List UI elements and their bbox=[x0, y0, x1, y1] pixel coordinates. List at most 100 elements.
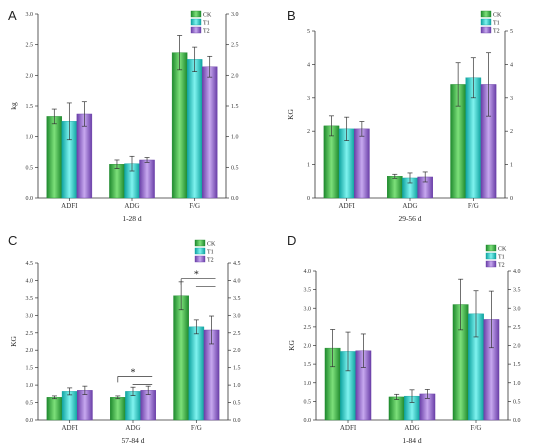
tick-label-right: 2.5 bbox=[513, 325, 521, 331]
legend-swatch-T2 bbox=[190, 26, 202, 34]
tick-label-right: 1 bbox=[510, 163, 513, 169]
legend-swatch-T1 bbox=[190, 18, 202, 26]
tick-label-left: 1.0 bbox=[26, 135, 34, 141]
panel-A: A 0.0 0.5 1.0 1.5 2.0 2.5 3.0 0.0 0.5 1.0 1.5 2.0 2.5… bbox=[8, 8, 239, 223]
tick-label-left: 2.5 bbox=[26, 43, 34, 49]
legend-label: T1 bbox=[203, 21, 210, 27]
tick-label-left: 1.5 bbox=[26, 104, 34, 110]
panel-B: B 0 1 2 3 4 5 0 1 2 3 4 5 KG ADFI ADG F/G 29-56 d CK T1 T2 bbox=[286, 8, 513, 223]
legend-swatch-T2 bbox=[194, 255, 206, 263]
legend-swatch-T2 bbox=[485, 260, 497, 268]
significance-star: * bbox=[194, 270, 199, 281]
panel-letter: A bbox=[8, 8, 17, 23]
tick-label-left: 0.5 bbox=[304, 399, 312, 405]
legend-label: CK bbox=[498, 247, 507, 253]
y-axis-label: KG bbox=[286, 109, 295, 120]
tick-label-left: 2.5 bbox=[26, 331, 34, 337]
tick-label-right: 3.5 bbox=[233, 296, 241, 302]
legend-swatch-CK bbox=[190, 10, 202, 18]
legend-swatch-CK bbox=[485, 244, 497, 252]
x-axis-label: 1-84 d bbox=[402, 436, 422, 445]
legend-label: T2 bbox=[207, 258, 214, 264]
legend: CK T1 T2 bbox=[480, 10, 502, 35]
tick-label-right: 2 bbox=[510, 129, 513, 135]
tick-label-left: 3.5 bbox=[26, 296, 34, 302]
tick-label-left: 4.0 bbox=[26, 278, 34, 284]
tick-label-right: 1.5 bbox=[231, 104, 239, 110]
x-axis-label: 29-56 d bbox=[398, 214, 421, 223]
tick-label-right: 2.0 bbox=[513, 344, 521, 350]
bar-T1 bbox=[188, 326, 205, 421]
legend-label: CK bbox=[207, 242, 216, 248]
category-label: F/G bbox=[189, 202, 200, 210]
tick-label-right: 0.0 bbox=[231, 196, 239, 202]
y-axis-label: KG bbox=[9, 336, 18, 347]
legend-label: CK bbox=[203, 13, 212, 19]
tick-label-left: 2.0 bbox=[304, 344, 312, 350]
tick-label-left: 2.5 bbox=[304, 325, 312, 331]
panel-letter: D bbox=[287, 233, 296, 248]
legend: CK T1 T2 bbox=[190, 10, 212, 35]
legend: CK T1 T2 bbox=[194, 239, 216, 264]
tick-label-left: 4.5 bbox=[26, 261, 34, 267]
bar-CK bbox=[46, 397, 63, 421]
bar-T1 bbox=[186, 59, 203, 199]
tick-label-right: 3 bbox=[510, 96, 513, 102]
tick-label-right: 1.0 bbox=[231, 135, 239, 141]
legend-swatch-T1 bbox=[194, 247, 206, 255]
x-axis-label: 57-84 d bbox=[121, 436, 144, 445]
tick-label-right: 4.5 bbox=[233, 261, 241, 267]
tick-label-right: 2.0 bbox=[233, 348, 241, 354]
tick-label-right: 0.5 bbox=[231, 165, 239, 171]
legend-label: T1 bbox=[493, 21, 500, 27]
tick-label-left: 2.0 bbox=[26, 348, 34, 354]
tick-label-left: 2.0 bbox=[26, 73, 34, 79]
tick-label-right: 3.0 bbox=[231, 12, 239, 18]
tick-label-right: 3.5 bbox=[513, 288, 521, 294]
tick-label-right: 1.5 bbox=[233, 366, 241, 372]
bar-T1 bbox=[61, 391, 78, 421]
tick-label-right: 1.5 bbox=[513, 362, 521, 368]
legend: CK T1 T2 bbox=[485, 244, 507, 269]
legend-label: T2 bbox=[203, 29, 210, 35]
tick-label-left: 2 bbox=[307, 129, 310, 135]
panel-letter: B bbox=[287, 8, 296, 23]
legend-label: T1 bbox=[207, 250, 214, 256]
bar-T2 bbox=[139, 159, 155, 199]
tick-label-right: 3.0 bbox=[513, 306, 521, 312]
bar-T2 bbox=[201, 66, 218, 199]
panel-letter: C bbox=[8, 233, 17, 248]
category-label: ADFI bbox=[338, 202, 355, 210]
tick-label-right: 0.0 bbox=[513, 418, 521, 424]
tick-label-left: 0.5 bbox=[26, 401, 34, 407]
tick-label-left: 0.0 bbox=[26, 418, 34, 424]
tick-label-right: 2.0 bbox=[231, 73, 239, 79]
tick-label-left: 3.0 bbox=[26, 12, 34, 18]
tick-label-right: 5 bbox=[510, 29, 513, 35]
tick-label-right: 1.0 bbox=[513, 381, 521, 387]
tick-label-left: 1.5 bbox=[26, 366, 34, 372]
bar-CK bbox=[323, 125, 340, 199]
tick-label-right: 2.5 bbox=[233, 331, 241, 337]
tick-label-left: 0 bbox=[307, 196, 310, 202]
legend-swatch-T2 bbox=[480, 26, 492, 34]
tick-label-right: 2.5 bbox=[231, 43, 239, 49]
category-label: ADG bbox=[404, 424, 419, 432]
bar-T2 bbox=[354, 128, 370, 199]
tick-label-left: 0.5 bbox=[26, 165, 34, 171]
panel-D: D 0.0 0.5 1.0 1.5 2.0 2.5 3.0 3.5 4.0 0.0 0.5 1.0 1.5… bbox=[287, 233, 521, 445]
tick-label-left: 0.0 bbox=[304, 418, 312, 424]
legend-swatch-T1 bbox=[485, 252, 497, 260]
bar-CK bbox=[173, 295, 189, 421]
category-label: ADG bbox=[125, 424, 140, 432]
category-label: F/G bbox=[468, 202, 479, 210]
tick-label-left: 3.0 bbox=[26, 313, 34, 319]
bar-CK bbox=[171, 52, 188, 199]
tick-label-right: 0.5 bbox=[233, 401, 241, 407]
tick-label-left: 0.0 bbox=[26, 196, 34, 202]
bar-CK bbox=[388, 396, 405, 421]
tick-label-right: 0 bbox=[510, 196, 513, 202]
tick-label-left: 5 bbox=[307, 29, 310, 35]
category-label: ADG bbox=[402, 202, 417, 210]
